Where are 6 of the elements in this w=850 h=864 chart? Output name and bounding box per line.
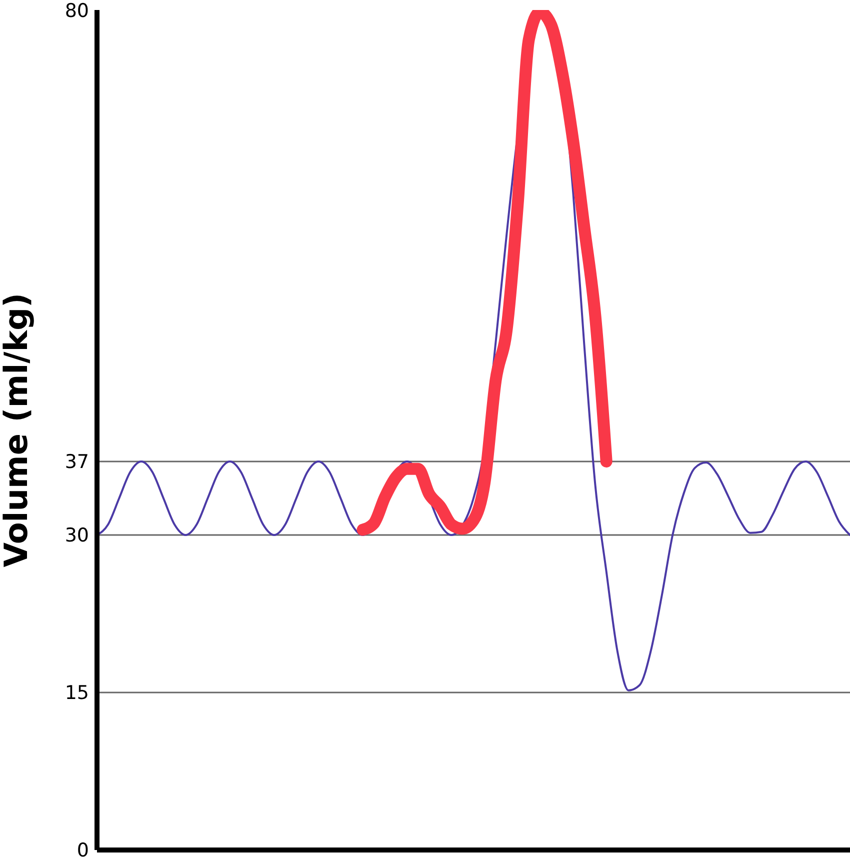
- y-tick-label: 30: [64, 524, 89, 547]
- y-tick-label: 80: [64, 0, 89, 22]
- y-axis-title: Volume (ml/kg): [0, 292, 35, 568]
- y-tick-label: 15: [64, 682, 89, 704]
- y-tick-label: 37: [64, 451, 89, 474]
- y-tick-label: 0: [76, 840, 89, 862]
